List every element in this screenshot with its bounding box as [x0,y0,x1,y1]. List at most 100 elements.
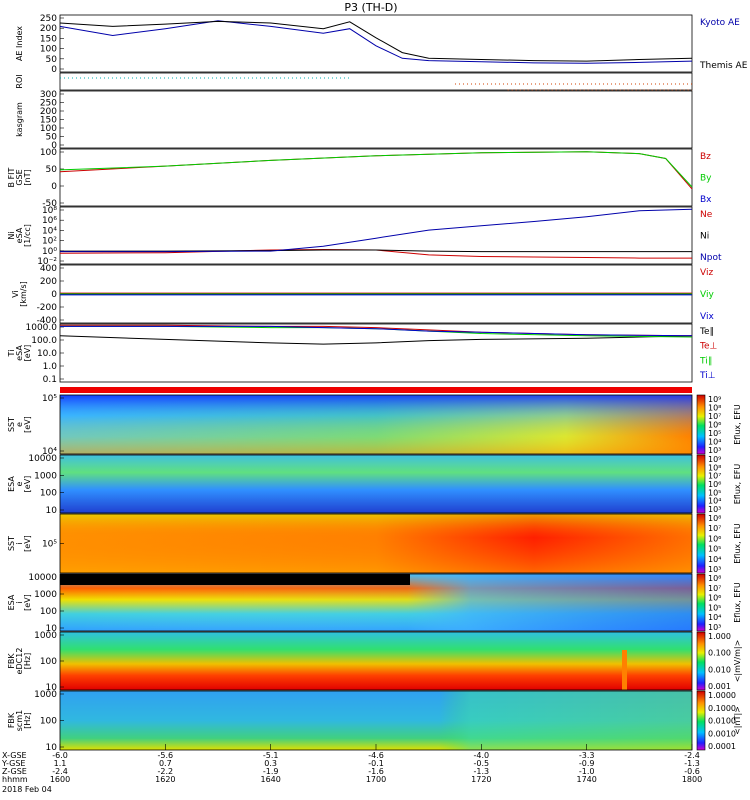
x-row-value: -1.9 [263,767,279,776]
x-row-value: -4.0 [474,751,490,760]
x-row-value: 1700 [366,775,386,784]
colorbar-tick-label: 10⁸ [708,574,721,583]
spectrogram-fill [60,455,692,513]
colorbar-tick-label: 10⁸ [708,463,721,472]
plot-title: P3 (TH-D) [344,1,397,14]
y-tick-label: 10 [46,683,58,693]
y-axis-label: i [15,601,24,603]
colorbar-tick-label: 0.001 [708,682,731,691]
y-tick-label: 1000 [34,590,57,600]
legend-entry: Viz [700,268,713,278]
colorbar-tick-label: 10³ [708,505,721,514]
y-axis-label: SST [7,536,16,551]
y-axis-label: e [15,481,24,486]
y-tick-label: 10⁻² [37,257,57,267]
colorbar-label: <|nT|> [733,706,742,735]
legend-entry: Vix [700,312,714,322]
x-row-label: X-GSE [2,751,27,760]
y-axis-label: Ti [7,350,16,358]
legend-entry: Viy [700,290,714,300]
series-line-1 [59,151,693,188]
y-tick-label: 50 [46,165,58,175]
legend-entry: Themis AE [699,61,748,71]
series-line-0 [59,151,693,190]
time-axis: X-GSE -6.0 -5.6 -5.1 -4.6 -4.0 -3.3 -2.4 Y-GSE 1.… [1,744,702,794]
colorbar [696,573,706,632]
y-tick-label: 0 [51,290,57,300]
panel-frame [59,206,693,265]
y-axis-label: eSA [15,345,24,361]
y-tick-label: 50 [46,55,58,65]
y-tick-label: 10⁴ [42,226,57,236]
colorbar-tick-label: 10⁵ [708,545,721,554]
y-axis-label: eSA [15,227,24,243]
y-tick-label: 100 [40,607,57,617]
y-tick-label: 10⁰ [42,247,57,257]
legend-entry: Bz [700,152,711,162]
y-tick-label: 10⁴ [42,447,57,457]
colorbar-tick-label: 0.100 [708,649,731,658]
series-line-0 [59,20,693,64]
y-axis-label: ROI [15,74,24,88]
x-row-label: Z-GSE [2,767,27,776]
panel-frame [59,573,693,632]
panel-frame [59,14,693,73]
x-row-value: -1.3 [474,767,490,776]
colorbar-tick-label: 10³ [708,446,721,455]
colorbar [696,631,706,691]
x-row-value: -5.6 [158,751,174,760]
y-tick-label: -200 [37,303,58,313]
x-row-value: -0.9 [579,759,595,768]
y-tick-label: 1000 [34,471,57,481]
legend-entry: Te⊥ [699,342,718,352]
x-row-value: 1.1 [54,759,67,768]
panel-3: B FIT GSE [nT] 100 50 0 -50 Bz By Bx [7,148,712,209]
y-tick-label: 10⁸ [42,206,57,216]
y-tick-label: 50 [46,133,58,143]
y-axis-label: Ni [7,231,16,239]
colorbar-tick-label: 10⁷ [708,472,721,481]
y-axis-label: [eV] [23,476,32,493]
y-tick-label: 250 [40,14,57,24]
colorbar-tick-label: 10⁶ [708,480,721,489]
spectrogram-flag-bar [60,387,692,393]
x-row-value: -1.0 [579,767,595,776]
series-line-3 [60,325,693,337]
y-tick-label: 10⁵ [42,540,57,550]
y-tick-label: 10 [46,624,58,634]
x-row-value: -5.1 [263,751,279,760]
y-tick-label: 100 [40,148,57,158]
y-axis-label: SST [7,417,16,432]
colorbar-label: Eflux, EFU [733,523,742,564]
x-row-label: hhmm [2,775,28,784]
legend-entry: Te∥ [699,327,714,337]
panel-11: 1.000 0.100 0.010 0.001<|mV/m|> FBK eDC12 [Hz]… [7,631,742,693]
colorbar [696,394,706,455]
colorbar-tick-label: 1.000 [708,632,731,641]
colorbar-label: Eflux, EFU [733,404,742,445]
x-row-value: -0.1 [368,759,384,768]
y-tick-label: 10.0 [37,349,57,359]
y-axis-label: scm1 [15,710,24,731]
y-tick-label: 0 [51,182,57,192]
colorbar-tick-label: 10⁸ [708,514,721,523]
colorbar-label: Eflux, EFU [733,464,742,505]
colorbar-tick-label: 10⁶ [708,594,721,603]
x-row-value: -0.5 [474,759,490,768]
panel-12: 1.0000 0.1000 0.0100 0.0010 0.0001 <|nT|> FBK s… [7,690,742,753]
legend-entry: Ne [700,210,713,220]
y-axis-label: e [15,422,24,427]
colorbar-tick-label: 10³ [708,623,721,632]
y-tick-label: 200 [40,107,57,117]
y-axis-label: Vi [11,290,20,298]
legend-entry: Bx [700,195,712,205]
x-row-value: -2.4 [684,751,700,760]
y-tick-label: 10⁵ [42,394,57,404]
x-row-value: -6.0 [52,751,68,760]
y-axis-label: eDC12 [15,648,24,675]
y-tick-label: 100 [40,717,57,727]
